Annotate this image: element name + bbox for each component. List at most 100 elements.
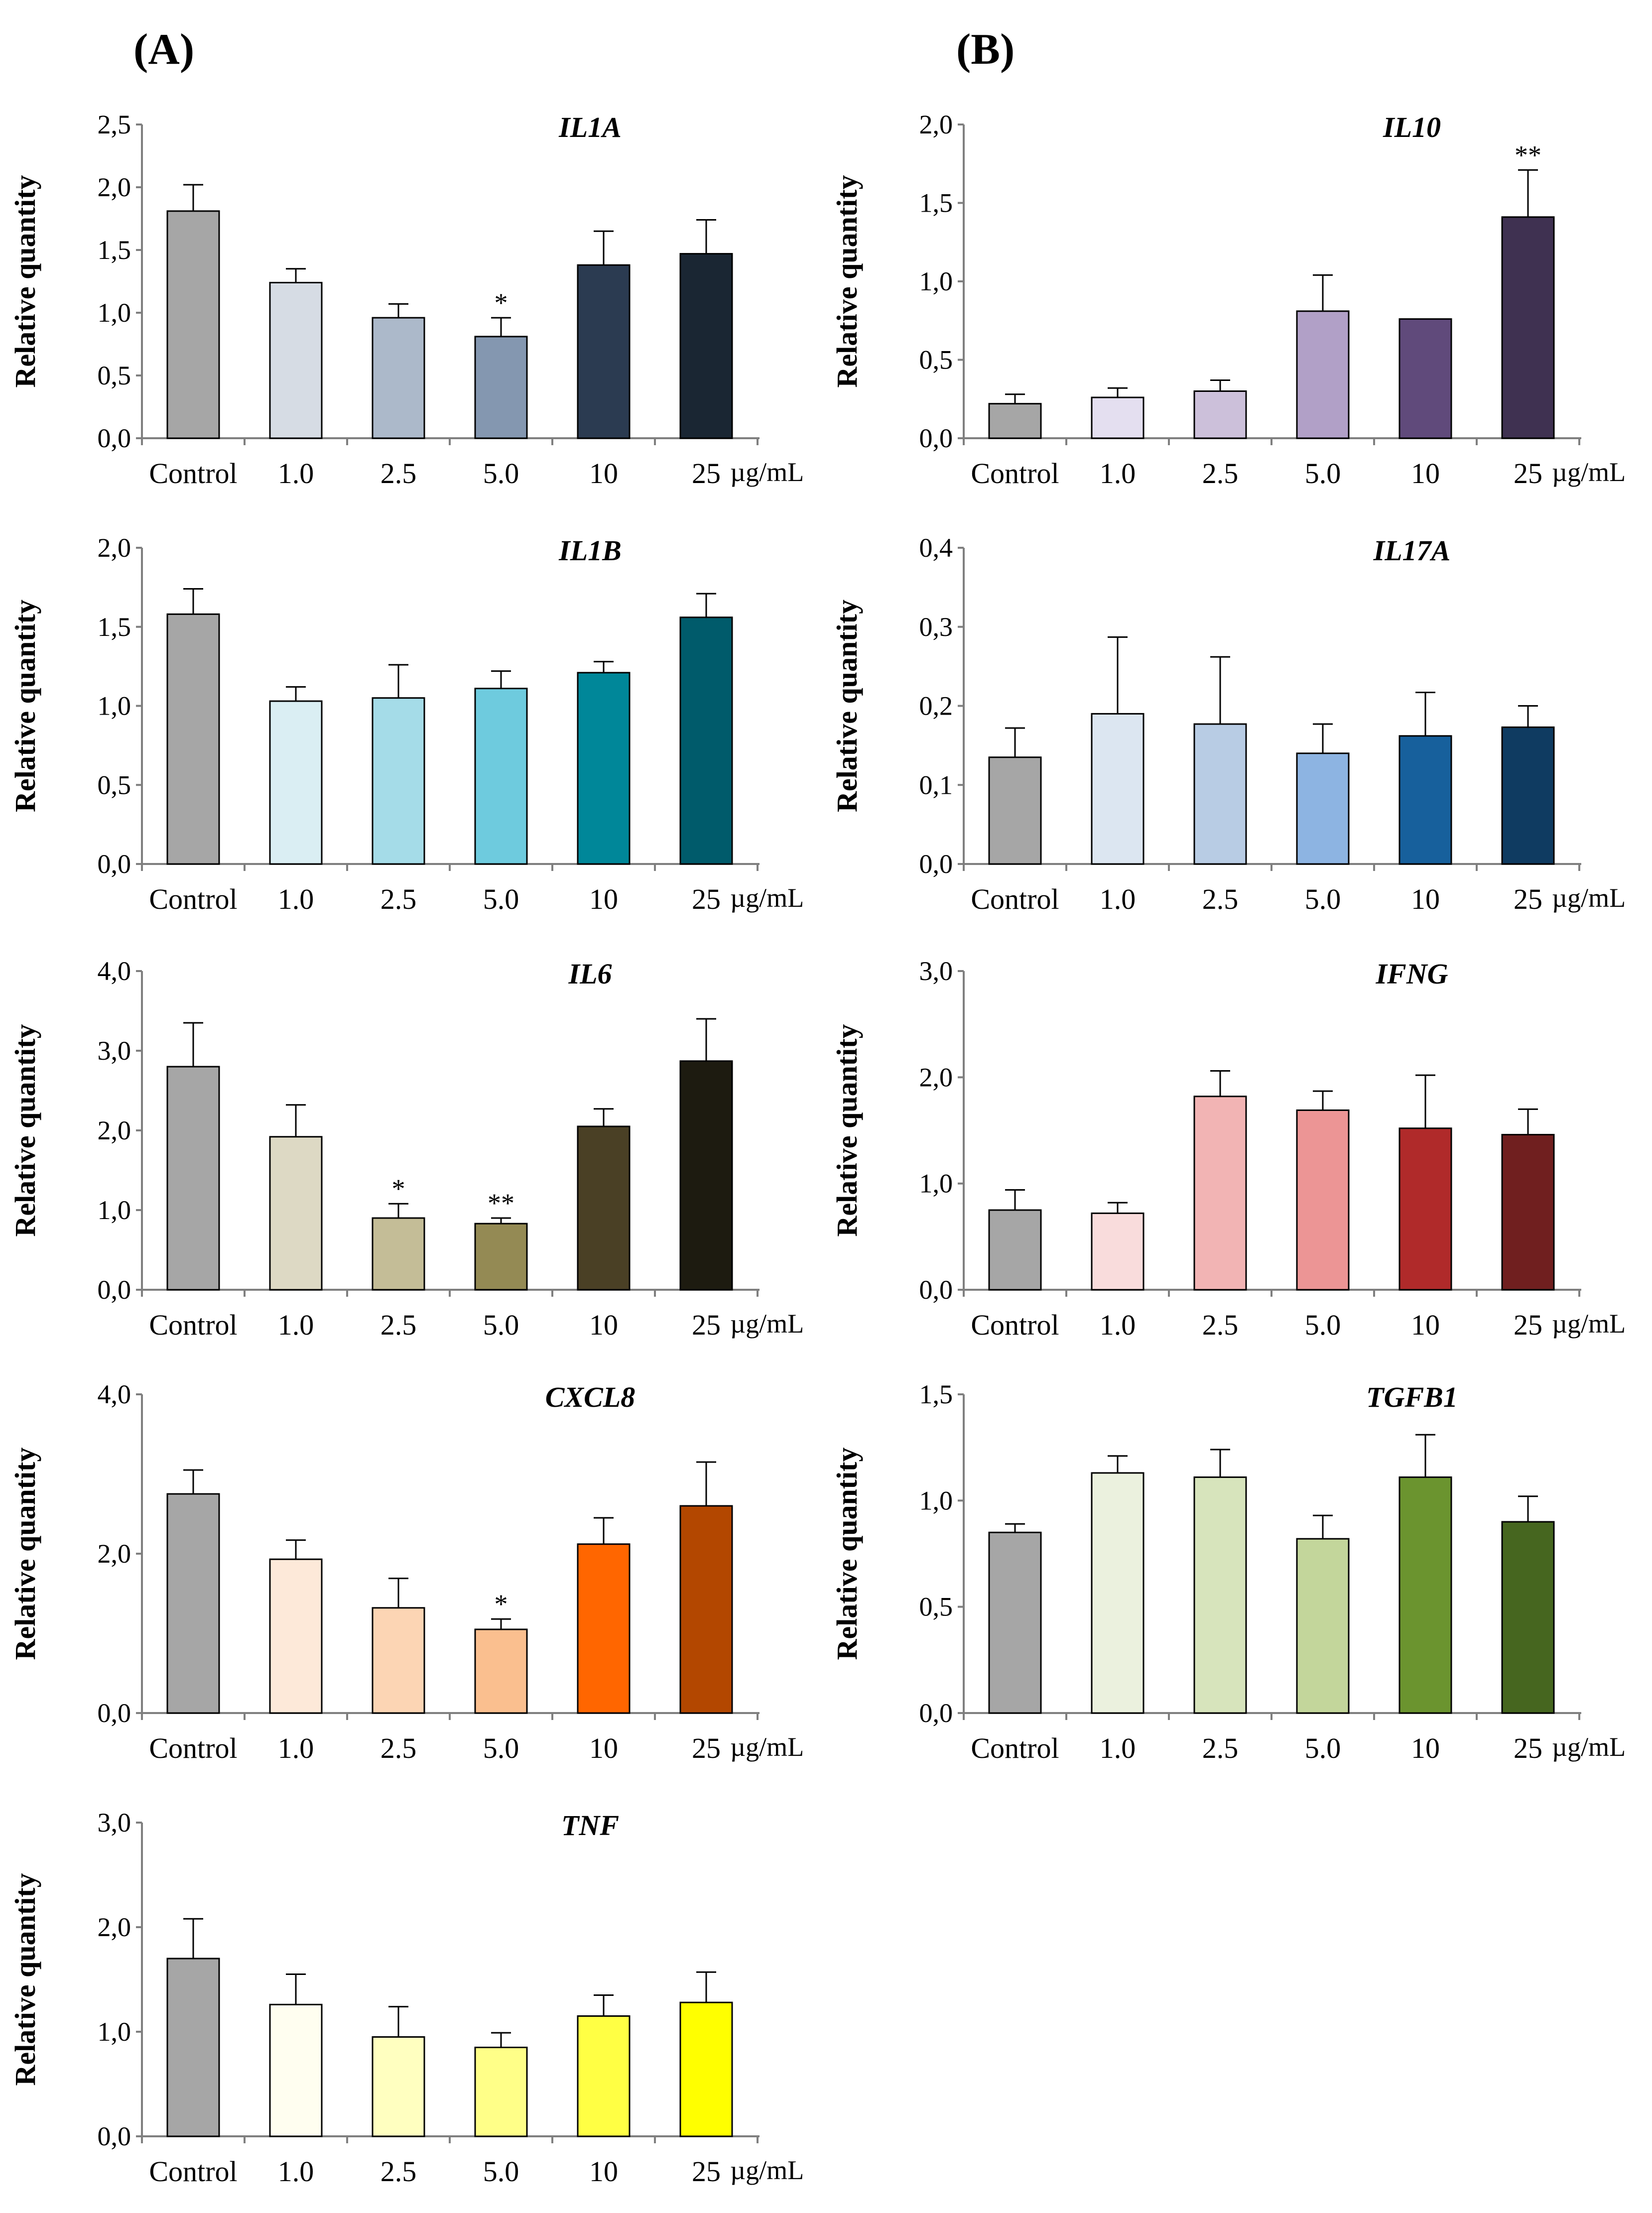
- bar-il1b-3: [474, 688, 528, 865]
- x-tick-label: 5.0: [483, 883, 519, 915]
- bar-il1a-4: [577, 264, 631, 439]
- y-axis-label: Relative quantity: [831, 175, 863, 388]
- chart-title: IL6: [568, 958, 612, 990]
- y-tick-label: 0,0: [98, 1275, 131, 1305]
- x-tick-label: 10: [589, 883, 618, 915]
- bar-ifng-4: [1398, 1127, 1452, 1291]
- bar-tnf-1: [269, 2003, 323, 2137]
- bar-il1b-1: [269, 700, 323, 865]
- bar-ifng-0: [988, 1209, 1042, 1291]
- bar-tgfb1-0: [988, 1531, 1042, 1714]
- bar-cxcl8-4: [577, 1543, 631, 1714]
- bar-ifng-1: [1091, 1212, 1144, 1291]
- chart-title: TGFB1: [1366, 1381, 1458, 1413]
- panel-label-a: (A): [133, 25, 194, 74]
- x-tick-label: 1.0: [1100, 883, 1136, 915]
- unit-label: µg/mL: [730, 2155, 804, 2185]
- chart-title: CXCL8: [545, 1381, 635, 1413]
- x-tick-label: 2.5: [381, 1732, 417, 1764]
- y-tick-label: 0,0: [919, 849, 953, 879]
- x-tick-label: 1.0: [1100, 1732, 1136, 1764]
- x-tick-label: 25: [1514, 457, 1542, 490]
- y-tick-label: 0,2: [919, 691, 953, 721]
- x-tick-label: 2.5: [381, 2155, 417, 2188]
- y-tick-label: 0,0: [98, 2121, 131, 2151]
- bar-il10-0: [988, 403, 1042, 439]
- x-tick-label: Control: [149, 883, 237, 915]
- bar-tnf-0: [166, 1958, 220, 2137]
- bar-il1a-3: [474, 336, 528, 439]
- x-tick-label: Control: [971, 1309, 1059, 1341]
- y-tick-label: 2,0: [919, 110, 953, 139]
- bar-cxcl8-2: [372, 1607, 425, 1714]
- bar-il1b-5: [679, 616, 733, 865]
- bar-il6-0: [166, 1066, 220, 1291]
- x-tick-label: 5.0: [1305, 457, 1341, 490]
- y-tick-label: 0,0: [919, 423, 953, 453]
- x-tick-label: 1.0: [278, 457, 314, 490]
- bar-cxcl8-1: [269, 1558, 323, 1714]
- chart-il17a: 0,0 0,1 0,2 0,3 0,4 Relative quantity IL17A Con…: [831, 533, 1626, 915]
- unit-label: µg/mL: [1552, 883, 1626, 913]
- y-axis-label: Relative quantity: [9, 600, 41, 812]
- bar-il17a-0: [988, 756, 1042, 865]
- x-tick-label: Control: [149, 1309, 237, 1341]
- x-tick-label: Control: [971, 1732, 1059, 1764]
- bar-il10-2: [1193, 390, 1247, 439]
- unit-label: µg/mL: [1552, 457, 1626, 487]
- y-tick-label: 1,0: [98, 691, 131, 721]
- bar-tnf-4: [577, 2015, 631, 2137]
- x-tick-label: 2.5: [1202, 457, 1239, 490]
- y-tick-label: 1,5: [98, 235, 131, 265]
- x-tick-label: 10: [589, 2155, 618, 2188]
- x-tick-label: 2.5: [381, 1309, 417, 1341]
- y-tick-label: 4,0: [98, 1379, 131, 1409]
- bar-tgfb1-3: [1296, 1538, 1350, 1714]
- x-tick-label: 25: [692, 1309, 721, 1341]
- y-tick-label: 0,0: [919, 1698, 953, 1728]
- bar-cxcl8-5: [679, 1505, 733, 1714]
- y-tick-label: 1,0: [98, 1195, 131, 1225]
- bar-il6-4: [577, 1125, 631, 1291]
- chart-title: IL1A: [558, 111, 622, 143]
- x-tick-label: 5.0: [1305, 883, 1341, 915]
- unit-label: µg/mL: [1552, 1732, 1626, 1762]
- unit-label: µg/mL: [730, 1309, 804, 1339]
- chart-ifng: 0,0 1,0 2,0 3,0 Relative quantity IFNG Control…: [831, 956, 1626, 1341]
- x-tick-label: 2.5: [381, 883, 417, 915]
- y-axis-label: Relative quantity: [831, 1448, 863, 1660]
- bar-ifng-5: [1501, 1134, 1555, 1291]
- y-axis-label: Relative quantity: [9, 1448, 41, 1660]
- bar-il17a-3: [1296, 752, 1350, 865]
- chart-il6: 0,0 1,0 2,0 3,0 4,0 Relative quantity IL6 Contr…: [9, 956, 804, 1341]
- y-tick-label: 0,0: [98, 423, 131, 453]
- y-tick-label: 1,0: [919, 1485, 953, 1515]
- significance-marker: *: [392, 1174, 405, 1204]
- unit-label: µg/mL: [730, 1732, 804, 1762]
- y-axis-label: Relative quantity: [831, 1024, 863, 1237]
- y-tick-label: 2,0: [98, 1539, 131, 1569]
- x-tick-label: Control: [149, 1732, 237, 1764]
- x-tick-label: 10: [1411, 883, 1440, 915]
- y-tick-label: 1,5: [919, 1379, 953, 1409]
- y-axis-label: Relative quantity: [831, 600, 863, 812]
- x-tick-label: 10: [589, 457, 618, 490]
- y-tick-label: 2,0: [98, 172, 131, 202]
- x-tick-label: 25: [692, 883, 721, 915]
- x-tick-label: 5.0: [1305, 1309, 1341, 1341]
- y-tick-label: 1,0: [919, 266, 953, 296]
- y-tick-label: 3,0: [98, 1808, 131, 1838]
- chart-title: TNF: [561, 1809, 619, 1842]
- x-tick-label: 25: [1514, 1732, 1542, 1764]
- bar-il6-1: [269, 1136, 323, 1291]
- bar-il17a-1: [1091, 713, 1144, 865]
- y-tick-label: 0,5: [919, 345, 953, 375]
- y-axis-label: Relative quantity: [9, 175, 41, 388]
- x-tick-label: 1.0: [278, 2155, 314, 2188]
- chart-title: IFNG: [1375, 958, 1448, 990]
- x-tick-label: 25: [692, 457, 721, 490]
- y-tick-label: 1,0: [98, 2017, 131, 2047]
- unit-label: µg/mL: [1552, 1309, 1626, 1339]
- x-tick-label: 10: [1411, 1309, 1440, 1341]
